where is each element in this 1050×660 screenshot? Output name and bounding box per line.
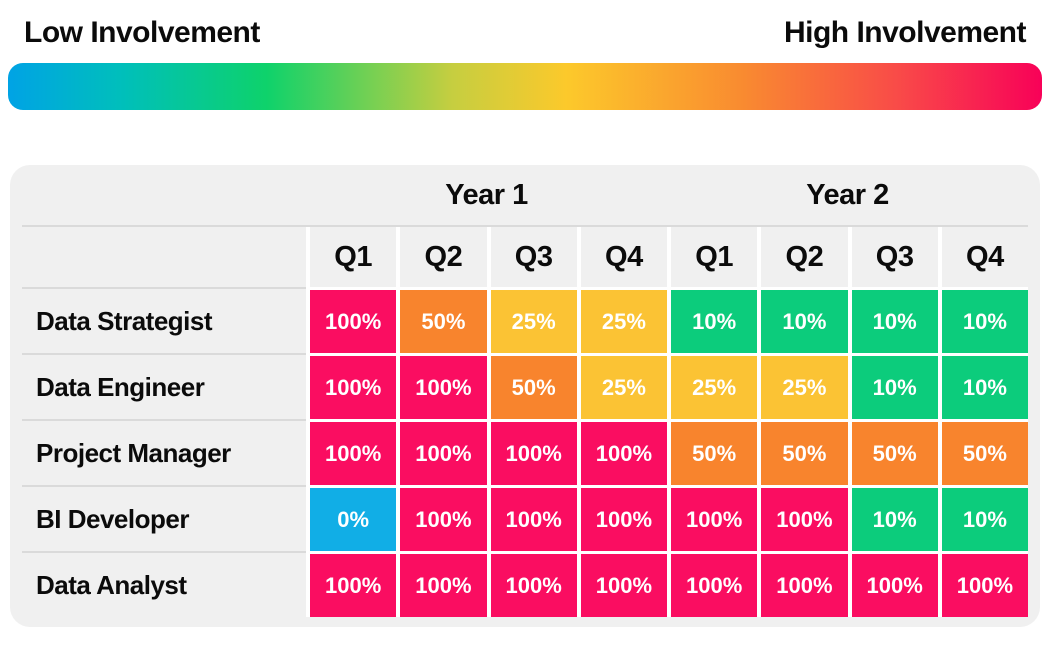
role-label: Data Analyst <box>22 551 306 617</box>
table-row: Data Strategist 100% 50% 25% 25% 10% 10% 10% 10% <box>22 287 1028 353</box>
matrix-cell: 100% <box>396 485 487 551</box>
role-label: Data Strategist <box>22 287 306 353</box>
matrix-cell: 10% <box>757 287 848 353</box>
high-involvement-label: High Involvement <box>783 16 1027 49</box>
quarter-header: Q1 <box>306 227 396 287</box>
matrix-cell: 10% <box>937 287 1028 353</box>
matrix-cell: 100% <box>757 485 848 551</box>
matrix-cell: 100% <box>306 551 397 617</box>
involvement-matrix: Year 1 Year 2 Q1 Q2 Q3 Q4 Q1 Q2 Q3 Q4 Data Strate… <box>10 165 1040 627</box>
matrix-cell: 50% <box>847 419 938 485</box>
matrix-cell: 10% <box>847 485 938 551</box>
matrix-cell: 100% <box>486 419 577 485</box>
matrix-cell: 100% <box>306 287 397 353</box>
role-label: Data Engineer <box>22 353 306 419</box>
quarter-header: Q4 <box>576 227 667 287</box>
quarter-header: Q2 <box>396 227 486 287</box>
matrix-cell: 25% <box>576 287 667 353</box>
corner-cell <box>22 227 306 287</box>
year-header: Year 1 <box>306 165 667 227</box>
matrix-cell: 50% <box>757 419 848 485</box>
table-row: BI Developer 0% 100% 100% 100% 100% 100% 10% 10% <box>22 485 1028 551</box>
matrix-cell: 25% <box>757 353 848 419</box>
matrix-cell: 10% <box>847 353 938 419</box>
matrix-cell: 100% <box>486 485 577 551</box>
matrix-cell: 50% <box>486 353 577 419</box>
role-label: Project Manager <box>22 419 306 485</box>
year-header-row: Year 1 Year 2 <box>22 165 1028 227</box>
matrix-cell: 100% <box>396 419 487 485</box>
matrix-cell: 50% <box>937 419 1028 485</box>
gradient-legend-labels: Low Involvement High Involvement <box>0 0 1050 50</box>
matrix-cell: 25% <box>576 353 667 419</box>
matrix-cell: 100% <box>576 551 667 617</box>
corner-cell <box>22 165 306 227</box>
matrix-cell: 100% <box>667 551 758 617</box>
involvement-gradient-bar <box>8 63 1042 110</box>
matrix-cell: 100% <box>757 551 848 617</box>
quarter-header: Q3 <box>847 227 938 287</box>
matrix-cell: 100% <box>667 485 758 551</box>
matrix-cell: 100% <box>937 551 1028 617</box>
matrix-cell: 50% <box>667 419 758 485</box>
matrix-cell: 100% <box>576 485 667 551</box>
matrix-cell: 50% <box>396 287 487 353</box>
table-row: Data Analyst 100% 100% 100% 100% 100% 100% 100%… <box>22 551 1028 617</box>
matrix-cell: 100% <box>576 419 667 485</box>
matrix-cell: 100% <box>396 353 487 419</box>
matrix-cell: 10% <box>937 485 1028 551</box>
quarter-header: Q3 <box>486 227 577 287</box>
quarter-header-row: Q1 Q2 Q3 Q4 Q1 Q2 Q3 Q4 <box>22 227 1028 287</box>
involvement-table: Year 1 Year 2 Q1 Q2 Q3 Q4 Q1 Q2 Q3 Q4 Data Strate… <box>22 165 1028 617</box>
matrix-cell: 0% <box>306 485 397 551</box>
role-label: BI Developer <box>22 485 306 551</box>
quarter-header: Q1 <box>667 227 757 287</box>
matrix-cell: 100% <box>306 419 397 485</box>
matrix-cell: 10% <box>667 287 758 353</box>
matrix-cell: 25% <box>486 287 577 353</box>
quarter-header: Q2 <box>757 227 847 287</box>
matrix-cell: 10% <box>937 353 1028 419</box>
quarter-header: Q4 <box>937 227 1028 287</box>
matrix-cell: 10% <box>847 287 938 353</box>
matrix-cell: 100% <box>486 551 577 617</box>
table-row: Project Manager 100% 100% 100% 100% 50% 50% 50%… <box>22 419 1028 485</box>
matrix-cell: 100% <box>847 551 938 617</box>
matrix-cell: 100% <box>396 551 487 617</box>
year-header: Year 2 <box>667 165 1028 227</box>
table-row: Data Engineer 100% 100% 50% 25% 25% 25% 10% 10% <box>22 353 1028 419</box>
low-involvement-label: Low Involvement <box>24 16 260 49</box>
matrix-cell: 100% <box>306 353 397 419</box>
matrix-cell: 25% <box>667 353 758 419</box>
